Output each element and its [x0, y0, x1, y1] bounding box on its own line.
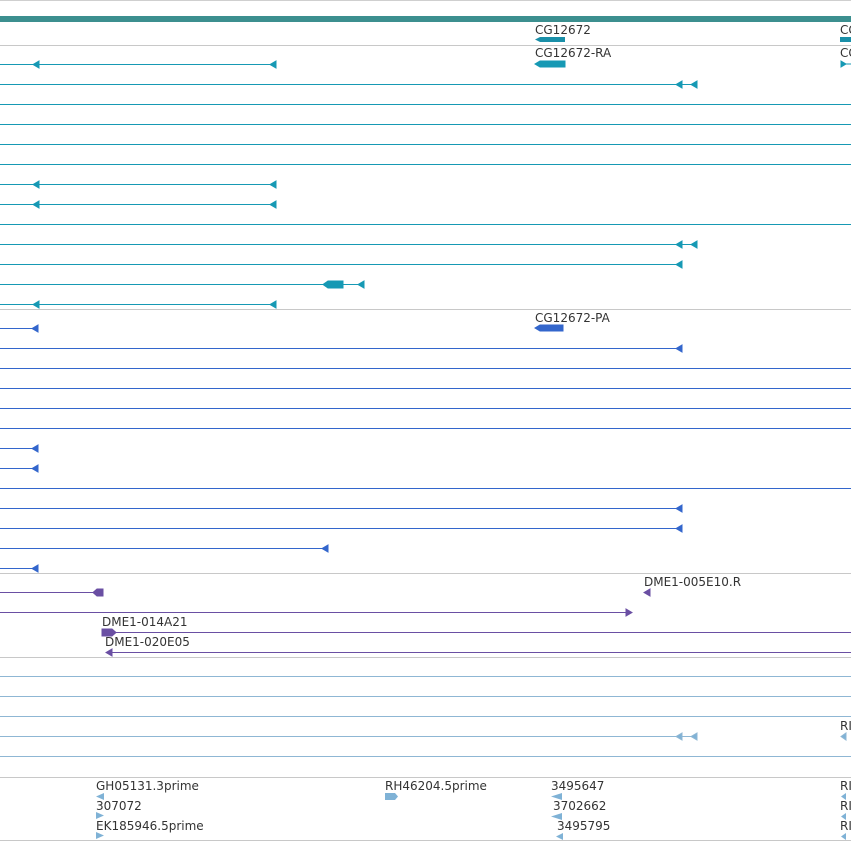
- clone-label-005e10[interactable]: DME1-005E10.R: [644, 575, 742, 589]
- light-row-right-partial[interactable]: RI: [840, 719, 851, 733]
- est-label-3495795[interactable]: 3495795: [557, 819, 611, 833]
- transcript-label-ra[interactable]: CG12672-RA: [535, 46, 612, 60]
- est-label-gh05131[interactable]: GH05131.3prime: [96, 779, 199, 793]
- purple-clone-features[interactable]: [0, 588, 851, 657]
- est-label-ek185946[interactable]: EK185946.5prime: [96, 819, 204, 833]
- transcript-label-pa[interactable]: CG12672-PA: [535, 311, 610, 325]
- gene-glyph-right-partial[interactable]: [840, 37, 851, 42]
- gene-label[interactable]: CG12672: [535, 23, 591, 37]
- blue-transcripts[interactable]: [0, 324, 851, 573]
- light-blue-rows[interactable]: [0, 676, 851, 757]
- gene-glyph-cg12672[interactable]: [535, 37, 565, 42]
- gene-label-right-partial[interactable]: CG: [840, 23, 851, 37]
- transcript-cg12672-pa-glyph: [534, 324, 564, 332]
- est-label-rh46204[interactable]: RH46204.5prime: [385, 779, 487, 793]
- est-label-3495647[interactable]: 3495647: [551, 779, 605, 793]
- teal-transcripts[interactable]: [0, 60, 851, 309]
- bottom-feature-glyphs[interactable]: [96, 793, 846, 840]
- clone-label-020e05[interactable]: DME1-020E05: [105, 635, 190, 649]
- clone-label-014a21[interactable]: DME1-014A21: [102, 615, 188, 629]
- est-label-3702662[interactable]: 3702662: [553, 799, 607, 813]
- bottom-right-partial-3[interactable]: RI: [840, 819, 851, 833]
- bottom-right-partial-1[interactable]: RI: [840, 779, 851, 793]
- est-label-307072[interactable]: 307072: [96, 799, 142, 813]
- transcript-cg12672-ra-glyph: [534, 60, 566, 68]
- transcript-label-right-partial[interactable]: CG: [840, 46, 851, 60]
- bottom-right-partial-2[interactable]: RI: [840, 799, 851, 813]
- scaffold-header-bar: [0, 16, 851, 22]
